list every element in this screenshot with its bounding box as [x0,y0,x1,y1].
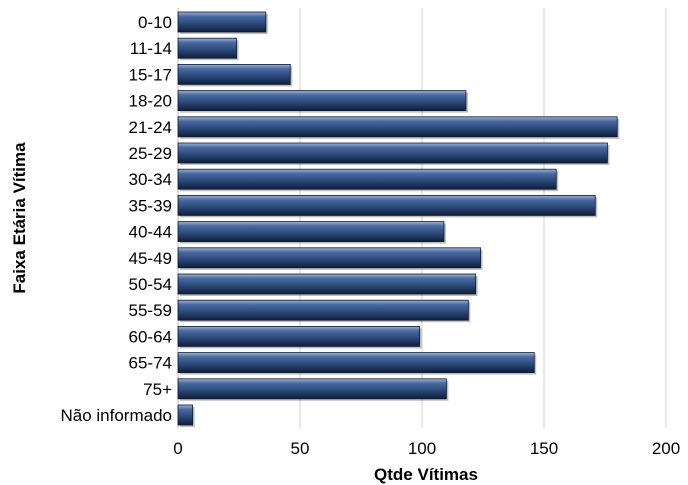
y-tick-label: 25-29 [129,144,172,163]
bar-rect [177,221,445,243]
y-tick-label: 55-59 [129,301,172,320]
bar-rect [177,299,469,321]
bar-18-20 [177,90,468,113]
y-tick-labels: 0-10 11-14 15-17 18-20 21-24 25-29 30-34 35-39 4… [60,13,172,425]
bar-60-64 [177,325,422,349]
bar-50-54 [177,273,478,296]
bar-rect [177,194,596,216]
y-tick-label: 11-14 [130,39,172,58]
y-tick-label: 30-34 [129,170,172,189]
y-tick-label: 15-17 [129,65,172,84]
y-tick-label: 35-39 [129,196,172,215]
bar-rect [177,352,535,374]
bar-rect [177,116,618,138]
bar-rect [177,142,608,164]
y-axis-title: Faixa Etária Vítima [10,142,29,294]
bar-45-49 [177,247,483,270]
bar-rect [177,64,291,85]
bar-rect [177,325,420,347]
bar-21-24 [177,116,620,139]
bar-55-59 [177,299,471,323]
bar-65-74 [177,352,537,375]
bar-rect [177,404,194,426]
bar-40-44 [177,221,446,244]
y-tick-label: 50-54 [129,275,172,294]
x-axis-title: Qtde Vítimas [374,465,478,484]
y-tick-label: 40-44 [129,223,172,242]
bar-rect [177,90,467,111]
bar-rect [177,11,267,33]
bar-75+ [177,378,449,401]
bar-35-39 [177,194,598,218]
y-tick-label: 0-10 [138,13,172,32]
bar-rect [177,37,237,59]
y-tick-label: 65-74 [129,354,172,373]
y-tick-label: 60-64 [129,327,172,346]
bar-rect [177,378,447,400]
bar-30-34 [177,168,559,192]
bar-25-29 [177,142,610,165]
bar-Não informado [177,404,195,427]
bar-rect [177,273,477,295]
x-tick-label: 200 [652,439,680,458]
bar-15-17 [177,64,293,87]
bar-rect [177,168,557,190]
y-tick-label: 18-20 [129,92,172,111]
bars [177,11,620,427]
x-tick-label: 150 [530,439,558,458]
bar-0-10 [177,11,268,34]
x-tick-label: 100 [408,439,436,458]
y-tick-label: 45-49 [129,249,172,268]
y-tick-label: Não informado [60,406,172,425]
bar-11-14 [177,37,239,61]
y-tick-label: 21-24 [129,118,172,137]
x-tick-labels: 0 50 100 150 200 [173,439,680,458]
y-tick-label: 75+ [143,380,172,399]
bar-rect [177,247,481,269]
x-tick-label: 0 [173,439,182,458]
x-tick-label: 50 [291,439,310,458]
